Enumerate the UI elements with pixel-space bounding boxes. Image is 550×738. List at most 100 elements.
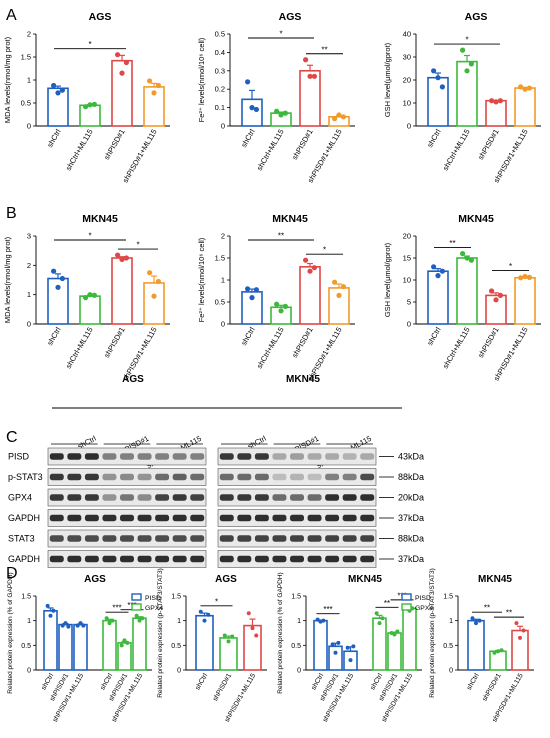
data-point <box>474 621 478 626</box>
bar <box>117 642 132 671</box>
blot-band <box>190 494 205 501</box>
data-point <box>345 645 350 650</box>
y-tick-label: 1 <box>27 618 31 625</box>
data-point <box>333 650 338 655</box>
data-point <box>63 621 68 626</box>
x-tick-label: shPISD#1 <box>290 326 315 360</box>
data-point <box>249 295 255 301</box>
bar <box>111 257 133 325</box>
bar <box>243 624 262 671</box>
blot-band <box>137 514 152 522</box>
blot-band <box>120 555 134 563</box>
data-point <box>66 624 71 629</box>
blot-band <box>172 555 187 563</box>
blot-protein-label: PISD <box>8 452 30 462</box>
data-point <box>59 275 65 282</box>
bar <box>111 59 133 127</box>
data-point <box>439 268 445 274</box>
panel-letter-b: B <box>6 205 17 222</box>
blot-band <box>137 535 152 542</box>
blot-band <box>254 494 269 501</box>
blot-band <box>190 453 205 460</box>
blot-band <box>254 473 269 481</box>
data-point <box>522 273 528 280</box>
blot-band <box>190 514 205 522</box>
chart-title: MKN45 <box>272 213 308 225</box>
x-tick-label: shPISD#1 <box>102 128 127 162</box>
blot-band <box>290 494 304 501</box>
data-point <box>497 292 503 298</box>
x-tick-label: shCtrl <box>239 127 257 149</box>
bar <box>402 607 417 671</box>
blot-band <box>190 555 205 563</box>
blot-band <box>342 514 357 522</box>
y-tick-label: 40 <box>403 30 411 39</box>
y-axis-label: Related protein expression (% of GAPDH) <box>277 572 284 693</box>
data-point <box>206 612 211 617</box>
x-tick-label: shCtrl <box>466 672 481 691</box>
y-tick-label: 1.5 <box>21 53 31 62</box>
x-tick-label: shPISD#1 <box>476 128 501 162</box>
blot-band <box>254 514 269 522</box>
bar <box>43 609 58 671</box>
y-tick-label: 0.5 <box>171 643 181 650</box>
y-tick-label: 0.5 <box>215 30 225 39</box>
blot-band <box>172 453 187 460</box>
data-point <box>91 292 97 298</box>
blot-band <box>325 453 340 460</box>
chart-title: MKN45 <box>82 213 118 225</box>
data-point <box>489 98 495 104</box>
y-tick-label: 0 <box>407 122 411 131</box>
x-tick-label: shCtrl <box>45 325 63 347</box>
data-point <box>253 287 259 293</box>
blot-band <box>102 555 117 563</box>
data-point <box>78 621 83 626</box>
blot-band <box>155 473 170 481</box>
data-point <box>155 82 161 89</box>
data-point <box>464 68 470 74</box>
data-point <box>468 257 474 263</box>
blot-band <box>290 473 304 481</box>
y-tick-label: 1 <box>449 618 453 625</box>
blot-band <box>102 473 117 481</box>
data-point <box>226 639 231 644</box>
data-point <box>202 618 207 623</box>
data-point <box>439 84 445 90</box>
chart-d4: MKN45 0 0.5 1 1.5 Related protein expression … <box>429 568 534 724</box>
data-point <box>246 611 251 616</box>
blot-band <box>290 514 304 522</box>
chart-b3: MKN45 0 5 10 15 20 GSH level(μmol/gprot) shCtrl… <box>383 213 541 382</box>
panel-letter-a: A <box>6 7 17 24</box>
data-point <box>431 68 437 74</box>
data-point <box>460 47 466 53</box>
significance-label: * <box>323 246 326 255</box>
data-point <box>134 613 139 618</box>
bar <box>299 70 321 127</box>
blot-band <box>360 473 375 481</box>
significance-label: ** <box>321 45 327 54</box>
data-point <box>348 658 353 663</box>
data-point <box>245 79 251 85</box>
data-point <box>477 618 482 623</box>
y-tick-label: 1.5 <box>171 594 181 601</box>
data-point <box>110 618 115 623</box>
y-tick-label: 2 <box>27 261 31 270</box>
y-axis-label: GSH level(μmol/gprot) <box>383 242 392 317</box>
chart-a1: AGS 0 0.5 1 1.5 2 MDA levels(nmol/mg prot) shCt… <box>3 11 170 184</box>
blot-band <box>49 473 64 481</box>
y-tick-label: 2 <box>27 30 31 39</box>
data-point <box>230 634 235 639</box>
data-point <box>464 255 470 261</box>
blot-band <box>307 535 322 542</box>
blot-band <box>272 535 287 542</box>
blot-kda-label: 88kDa <box>398 534 424 544</box>
x-tick-label: shPISD#1 <box>212 672 233 702</box>
blot-band <box>120 514 134 522</box>
blot-band <box>67 494 82 501</box>
blot-band <box>137 473 152 481</box>
significance-label: * <box>465 36 468 45</box>
blot-protein-label: GAPDH <box>8 513 40 523</box>
y-tick-label: 1.5 <box>215 254 225 263</box>
bar <box>489 650 507 671</box>
legend-label: PISD <box>145 595 161 602</box>
